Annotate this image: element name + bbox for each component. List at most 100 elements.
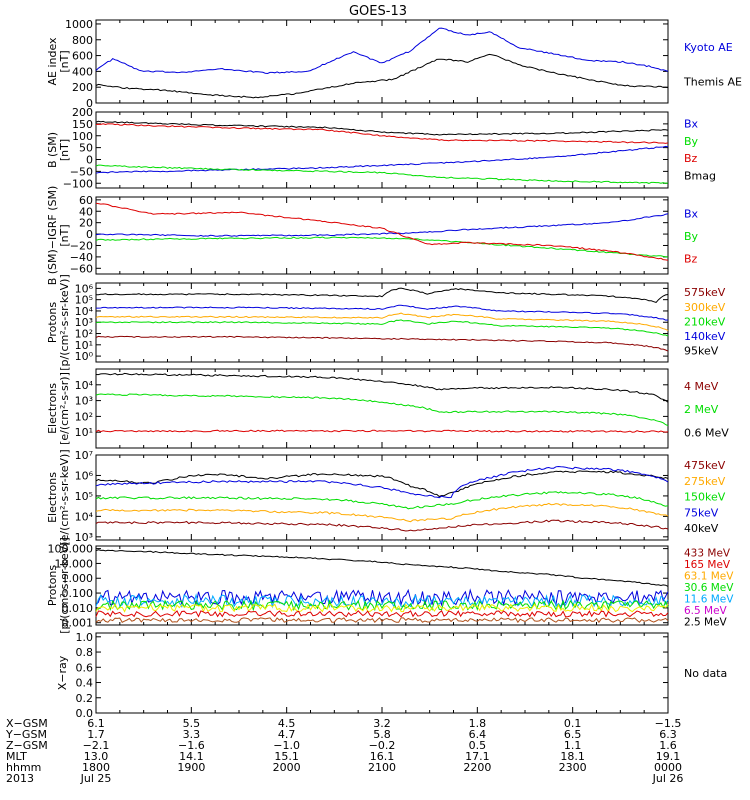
x-axis-tick-value: 1.1 bbox=[564, 739, 582, 752]
y-tick-label: 10³ bbox=[75, 531, 93, 544]
y-tick-label: 0.8 bbox=[76, 646, 94, 659]
y-tick-label: 60 bbox=[79, 194, 93, 207]
legend-entry: By bbox=[684, 135, 699, 148]
legend-entry: 11.6 MeV bbox=[684, 593, 734, 605]
y-tick-label: 10⁵ bbox=[75, 294, 93, 307]
series-line-kyoto-ae bbox=[95, 27, 669, 75]
panel-frame bbox=[95, 368, 669, 449]
y-tick-label: 10⁷ bbox=[75, 449, 93, 462]
x-axis-tick-value: 15.1 bbox=[274, 750, 299, 763]
x-axis-tick-value: 18.1 bbox=[560, 750, 585, 763]
y-tick-label: −50 bbox=[70, 165, 93, 178]
y-axis-label: B (SM)[nT] bbox=[46, 132, 71, 168]
y-tick-label: 0 bbox=[86, 154, 93, 167]
y-tick-label: 10¹ bbox=[75, 426, 93, 439]
y-tick-label: 10⁰ bbox=[75, 350, 94, 363]
legend-entry: 6.5 MeV bbox=[684, 605, 728, 617]
x-axis-row-label: hhmm bbox=[6, 761, 41, 774]
series-line-475kev bbox=[95, 519, 669, 532]
series-line-11-6-mev bbox=[95, 593, 669, 609]
y-tick-label: 0.4 bbox=[76, 677, 94, 690]
y-axis-label-line: B (SM) bbox=[46, 132, 59, 168]
y-axis-label: Protons[p/(cm²-s-sr-keV)] bbox=[46, 274, 71, 371]
y-tick-label: 200 bbox=[72, 106, 93, 119]
x-axis-tick-value: 4.5 bbox=[278, 717, 296, 730]
legend-entry: 40keV bbox=[684, 522, 719, 535]
legend-entry: 433 MeV bbox=[684, 547, 731, 559]
series-line-75kev bbox=[95, 465, 669, 499]
series-line-165-mev bbox=[95, 610, 669, 618]
y-tick-label: 20 bbox=[79, 217, 93, 230]
x-axis-row-label: Z−GSM bbox=[6, 739, 48, 752]
x-axis-tick-value: 1800 bbox=[82, 761, 110, 774]
x-axis-tick-value: 0.5 bbox=[469, 739, 487, 752]
x-axis-tick-value: 2300 bbox=[559, 761, 587, 774]
series-line-30-6-mev bbox=[95, 599, 669, 612]
y-tick-label: 400 bbox=[72, 65, 93, 78]
y-tick-label: 200 bbox=[72, 81, 93, 94]
series-line-bx bbox=[95, 213, 669, 237]
x-axis-tick-value: −1.0 bbox=[273, 739, 300, 752]
y-axis-label-line: [p/(cm²-s-sr-keV)] bbox=[58, 274, 71, 371]
x-axis-tick-value: −0.2 bbox=[369, 739, 396, 752]
legend-entry: Bmag bbox=[684, 169, 716, 182]
y-tick-label: 10² bbox=[75, 410, 93, 423]
x-axis-tick-value: 1900 bbox=[177, 761, 205, 774]
y-axis-label-line: Protons bbox=[46, 302, 59, 343]
x-axis-tick-value: −1.6 bbox=[178, 739, 205, 752]
y-tick-label: 10⁶ bbox=[75, 282, 94, 295]
legend-entry: Bx bbox=[684, 118, 699, 131]
y-tick-label: −20 bbox=[70, 239, 93, 252]
y-tick-label: 10.000 bbox=[55, 557, 94, 570]
x-axis-row-label: X−GSM bbox=[6, 717, 48, 730]
x-axis-tick-value: 2100 bbox=[368, 761, 396, 774]
y-axis-label-line: [e/(cm²-s-sr-keV)] bbox=[58, 449, 71, 545]
legend-entry: Themis AE bbox=[683, 76, 742, 89]
legend-entry: By bbox=[684, 230, 699, 243]
y-tick-label: 0.0 bbox=[76, 707, 94, 720]
x-axis-tick-value: 4.7 bbox=[278, 728, 296, 741]
legend-entry: 2 MeV bbox=[684, 403, 719, 416]
series-line-0-6-mev bbox=[95, 372, 669, 403]
x-axis-tick-value: 3.2 bbox=[373, 717, 391, 730]
legend-entry: 150keV bbox=[684, 491, 726, 504]
x-axis-tick-value: Jul 25 bbox=[80, 772, 112, 785]
legend-entry: 4 MeV bbox=[684, 380, 719, 393]
y-tick-label: 0.010 bbox=[62, 602, 94, 615]
y-tick-label: 800 bbox=[72, 34, 93, 47]
y-tick-label: 10⁴ bbox=[75, 510, 94, 523]
x-axis-tick-value: 5.8 bbox=[373, 728, 391, 741]
legend-entry: 30.6 MeV bbox=[684, 582, 734, 594]
legend-entry: No data bbox=[684, 667, 727, 680]
x-axis-tick-value: −1.5 bbox=[655, 717, 682, 730]
y-tick-label: 10⁶ bbox=[75, 469, 94, 482]
panel-1: 0 200 400 600 800 1000 AE index[nT] Kyoto AE The… bbox=[46, 18, 742, 110]
y-axis-label: Electrons[e/(cm²-s-sr-keV)] bbox=[46, 449, 71, 545]
series-line-6-5-mev bbox=[95, 588, 669, 607]
series-line-575kev bbox=[95, 287, 669, 303]
x-axis-row-label: MLT bbox=[6, 750, 27, 763]
y-axis-label-line: B (SM)−IGRF (SM) bbox=[46, 186, 59, 286]
y-tick-label: 40 bbox=[79, 205, 93, 218]
legend-entry: 2.5 MeV bbox=[684, 616, 728, 628]
y-axis-label: X−ray bbox=[56, 655, 69, 690]
legend-entry: 140keV bbox=[684, 330, 726, 343]
y-tick-label: 0.001 bbox=[62, 617, 94, 630]
y-axis-label-line: [nT] bbox=[58, 224, 71, 246]
y-tick-label: 50 bbox=[79, 142, 93, 155]
series-line-bx bbox=[95, 145, 669, 174]
x-axis-tick-value: 17.1 bbox=[465, 750, 490, 763]
x-axis-row-label: 2013 bbox=[6, 772, 34, 785]
panel-frame bbox=[95, 545, 669, 626]
y-tick-label: 600 bbox=[72, 50, 93, 63]
y-tick-label: 10³ bbox=[75, 395, 93, 408]
series-line-95kev bbox=[95, 335, 669, 352]
series-line-2-mev bbox=[95, 393, 669, 427]
y-tick-label: 10⁴ bbox=[75, 379, 94, 392]
series-line-63-1-mev bbox=[95, 603, 669, 613]
series-line-themis-ae bbox=[95, 53, 669, 99]
y-tick-label: −100 bbox=[63, 177, 93, 190]
legend-entry: Bz bbox=[684, 253, 698, 266]
